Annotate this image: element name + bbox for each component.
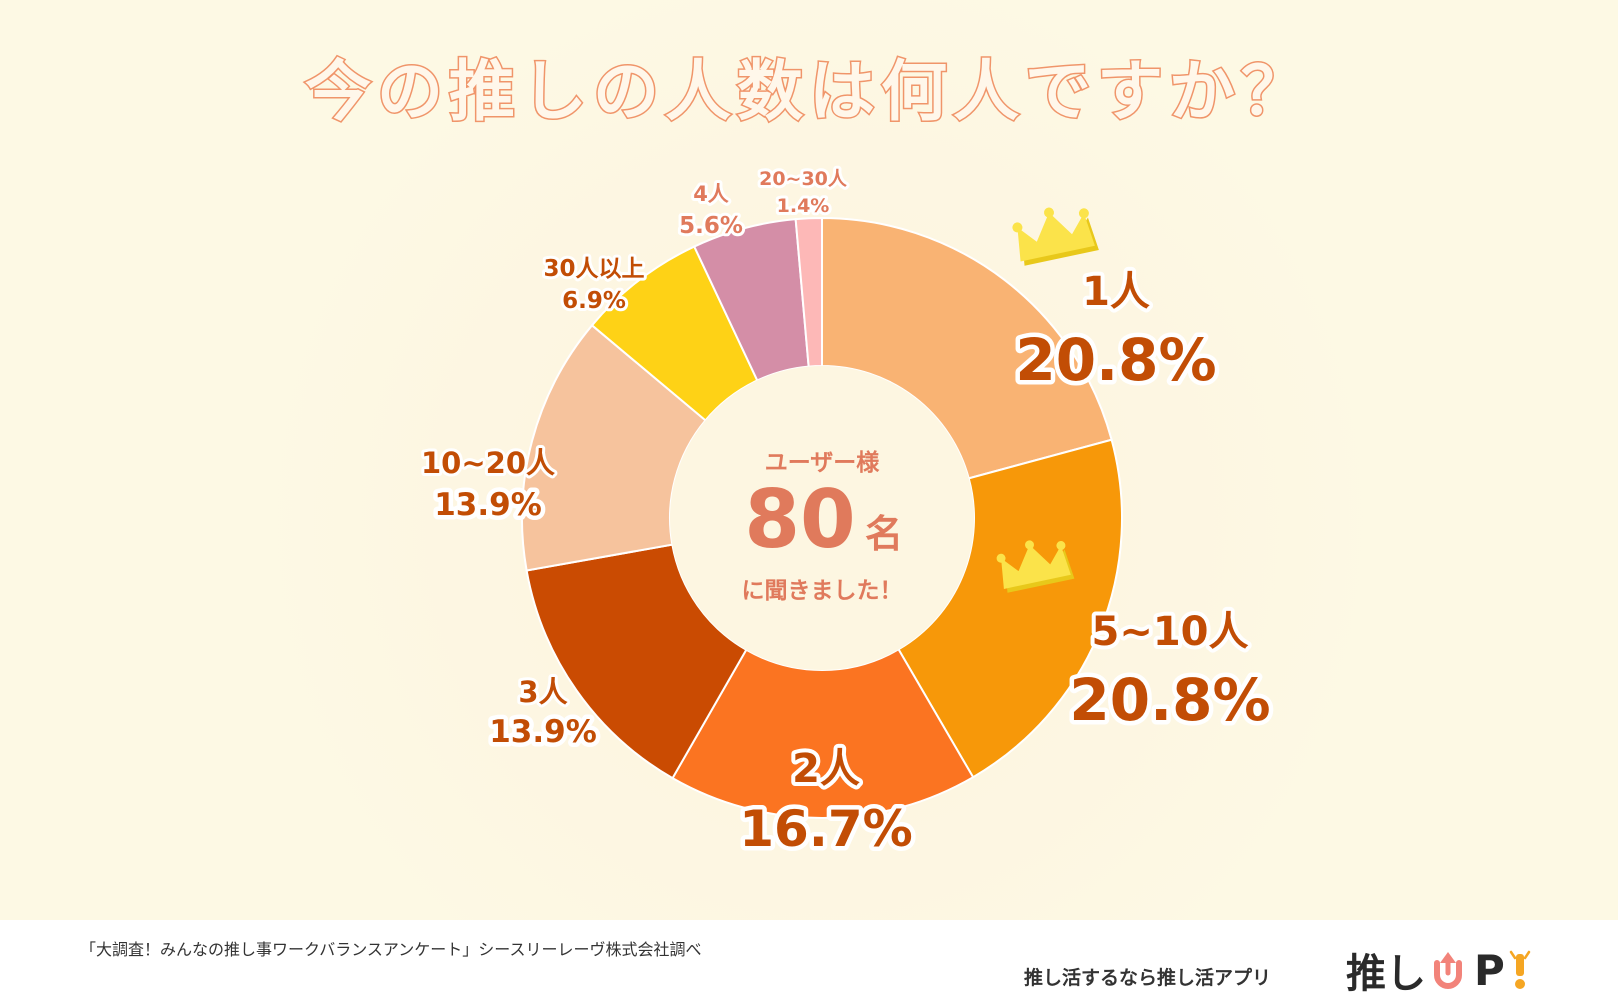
app-tagline: 推し活するなら推し活アプリ [1024, 967, 1272, 989]
slice-label-3: 3人 [518, 675, 567, 709]
donut-center [670, 366, 974, 670]
logo-text: 推し [1346, 951, 1426, 997]
slice-label-7: 20~30人 [759, 168, 848, 190]
slice-label-1: 5~10人 [1091, 609, 1248, 655]
slice-value-5: 6.9% [562, 288, 626, 314]
slice-value-3: 13.9% [489, 714, 597, 750]
slice-label-6: 4人 [693, 182, 729, 206]
app-logo: 推し P [1346, 945, 1531, 997]
footer: 「大調査！みんなの推し事ワークバランスアンケート」シースリーレーヴ株式会社調べ … [0, 920, 1618, 1000]
crown-icon [996, 540, 1075, 593]
center-unit: 名 [865, 512, 903, 556]
center-top-text: ユーザー様 [765, 449, 881, 476]
slice-0 [821, 216, 1113, 480]
donut-chart: 1人 20.8% 5~10人 20.8% 2人 16.7% 3人 13.9% 10~20人 13.… [418, 165, 1275, 863]
up-arrow-icon [1434, 952, 1462, 989]
crown-icon [1012, 207, 1099, 266]
slice-value-7: 1.4% [777, 195, 830, 217]
chart-title: 今の推しの人数は何人ですか？ [304, 52, 1313, 132]
slice-label-4: 10~20人 [421, 446, 555, 480]
slice-label-0: 1人 [1082, 269, 1150, 315]
center-count: 80 [744, 473, 855, 566]
slice-label-2: 2人 [792, 746, 860, 792]
slice-value-1: 20.8% [1069, 666, 1270, 734]
center-bottom-text: に聞きました！ [742, 578, 903, 604]
logo-letter: P [1474, 945, 1505, 995]
slice-value-2: 16.7% [739, 800, 912, 858]
slice-value-6: 5.6% [679, 213, 743, 239]
slice-value-4: 13.9% [434, 487, 542, 523]
exclaim-icon [1509, 950, 1531, 989]
slice-label-5: 30人以上 [543, 256, 644, 282]
slice-value-0: 20.8% [1015, 326, 1216, 394]
source-note: 「大調査！みんなの推し事ワークバランスアンケート」シースリーレーヴ株式会社調べ [80, 940, 702, 959]
